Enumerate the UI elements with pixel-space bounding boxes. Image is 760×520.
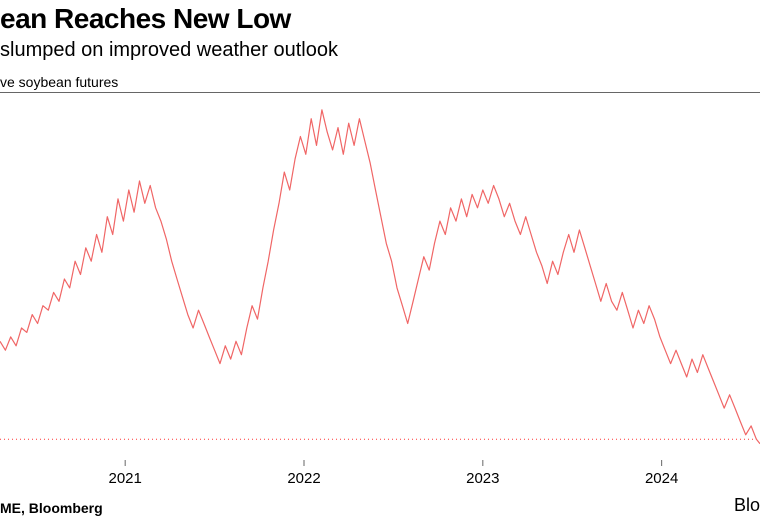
brand-text: Blo [734,495,760,516]
source-text: ME, Bloomberg [0,500,103,516]
chart-title: ean Reaches New Low [0,4,291,35]
chart-subtitle: slumped on improved weather outlook [0,38,338,62]
x-axis-label: 2021 [108,470,141,487]
x-axis-label: 2024 [645,470,678,487]
plot-area [0,92,760,466]
legend-label: ve soybean futures [0,74,118,90]
chart-container: ean Reaches New Low slumped on improved … [0,0,760,520]
axis-top-border [0,92,760,93]
price-line [0,110,760,444]
line-chart-svg [0,92,760,466]
x-axis-label: 2022 [287,470,320,487]
x-axis-label: 2023 [466,470,499,487]
x-axis-labels: 2021 2022 2023 2024 [0,470,760,490]
